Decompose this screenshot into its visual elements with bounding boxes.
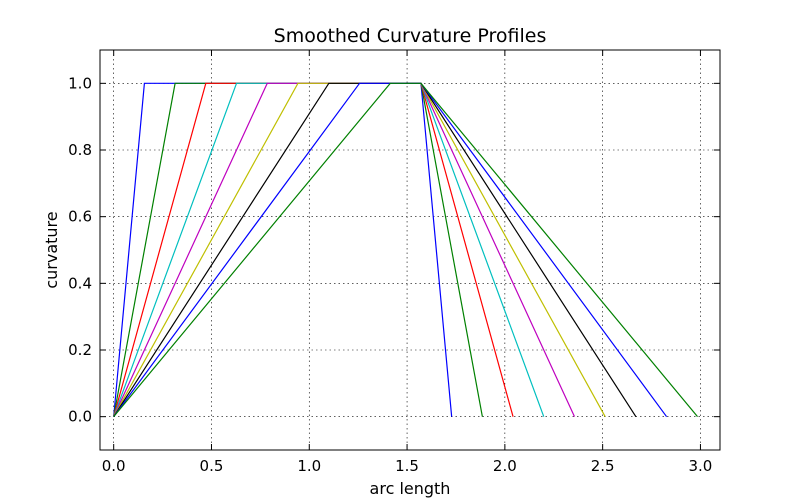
y-tick-label: 0.2 (68, 341, 92, 359)
x-tick-label: 0.5 (200, 457, 224, 475)
y-tick-label: 0.8 (68, 141, 92, 159)
series-line-profile-4 (113, 82, 545, 417)
tick-layer: 0.0 0.5 1.0 1.5 2.0 2.5 3.0 0.0 0.2 0.4 0.6 0.8 1.0 (68, 50, 720, 475)
series-line-profile-5 (113, 82, 576, 417)
plot-frame (99, 49, 721, 451)
x-tick-label: 2.5 (591, 457, 615, 475)
x-tick-label: 1.0 (297, 457, 321, 475)
series-line-profile-8 (113, 82, 668, 418)
grid-layer (100, 50, 720, 450)
x-tick-label: 3.0 (689, 457, 713, 475)
x-tick-label: 2.0 (493, 457, 517, 475)
y-tick-label: 0.4 (68, 274, 92, 292)
y-axis-label: curvature (42, 211, 61, 288)
y-tick-label: 0.6 (68, 208, 92, 226)
chart-title: Smoothed Curvature Profiles (274, 25, 547, 47)
y-tick-label: 1.0 (68, 74, 92, 92)
x-axis-label: arc length (370, 479, 451, 498)
y-tick-label: 0.0 (68, 408, 92, 426)
series-line-profile-9 (113, 82, 698, 418)
series-line-profile-6 (113, 82, 606, 417)
x-tick-label: 0.0 (102, 457, 126, 475)
series-line-profile-1 (113, 82, 453, 417)
series-layer (113, 82, 698, 418)
series-line-profile-2 (113, 82, 483, 417)
x-tick-label: 1.5 (395, 457, 419, 475)
